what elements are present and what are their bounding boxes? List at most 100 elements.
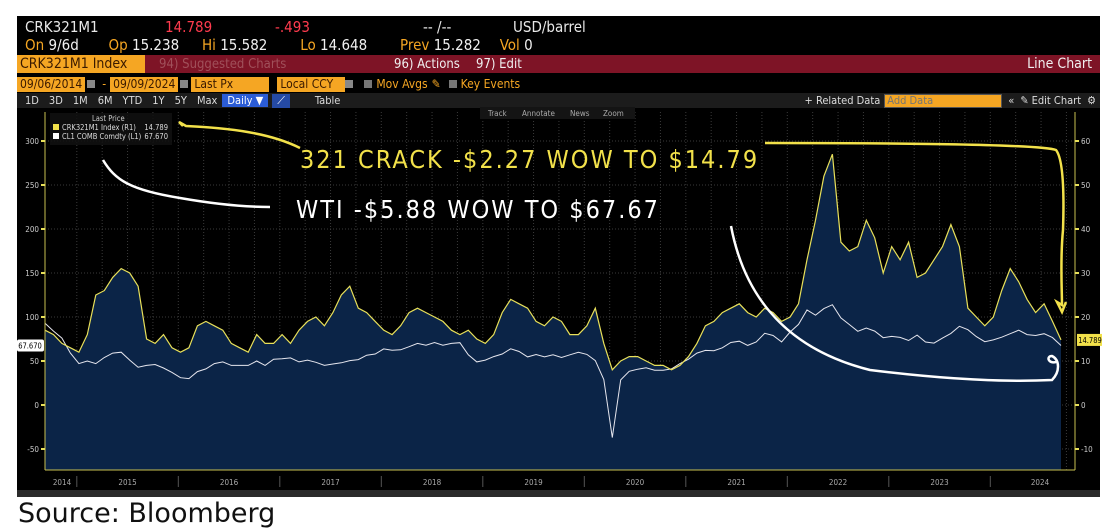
suggested-charts-menu[interactable]: 94) Suggested Charts — [159, 56, 287, 72]
x-tick-label: 2019 — [524, 478, 543, 487]
mov-avgs-checkbox[interactable] — [364, 80, 373, 88]
chart-type-label: Line Chart — [1027, 56, 1092, 72]
right-tick-label: 50 — [1081, 181, 1091, 190]
related-data-button[interactable]: + Related Data — [804, 94, 881, 107]
wti-last-value: 67.670 — [18, 341, 42, 350]
x-tick-label: 2016 — [220, 478, 239, 487]
handwritten-annotations: 321 CRACK -$2.27 WOW TO $14.79 WTI -$5.8… — [101, 120, 1068, 382]
legend-wti: CL1 COMB Comdty (L1) — [62, 132, 142, 141]
right-tick-label: 10 — [1081, 357, 1091, 366]
news-tool[interactable]: News — [570, 109, 590, 118]
crack-annotation: 321 CRACK -$2.27 WOW TO $14.79 — [300, 145, 759, 174]
legend: Last Price CRK321M1 Index (R1) 14.789 CL… — [50, 113, 172, 145]
change: -.493 — [275, 18, 310, 36]
x-tick-label: 2023 — [930, 478, 948, 487]
left-tick-label: 100 — [25, 313, 39, 322]
controls-row: 09/06/2014 - 09/09/2024 Last Px Local CC… — [17, 76, 1100, 92]
period-1y[interactable]: 1Y — [152, 94, 165, 107]
table-button[interactable]: Table — [314, 94, 341, 107]
ticker: CRK321M1 — [25, 18, 99, 36]
crack-last-value-box — [1077, 333, 1102, 346]
left-tick-label: 50 — [30, 357, 40, 366]
x-tick-label: 2020 — [626, 478, 645, 487]
currency-select[interactable]: Local CCY — [277, 76, 346, 92]
quote-line: CRK321M1 14.789 -.493 -- /-- USD/barrel — [17, 18, 1100, 36]
chart-tools: Track Annotate News Zoom — [480, 107, 635, 119]
gear-icon[interactable]: ⚙ — [1087, 94, 1096, 107]
left-tick-label: 300 — [25, 137, 39, 146]
wti-last-value-box — [17, 339, 44, 352]
on-label: On — [25, 36, 45, 54]
legend-crack-value: 14.789 — [144, 123, 168, 132]
x-tick-label: 2022 — [829, 478, 847, 487]
time: -- /-- — [423, 18, 452, 36]
left-tick-label: 250 — [25, 181, 39, 190]
x-tick-label: 2021 — [727, 478, 745, 487]
add-data-input[interactable] — [884, 93, 1003, 108]
period-max[interactable]: Max — [196, 94, 218, 107]
pencil-icon[interactable]: ✎ — [431, 77, 441, 91]
right-tick-label: 20 — [1081, 313, 1091, 322]
prev-value: 15.282 — [433, 36, 481, 54]
period-5y[interactable]: 5Y — [174, 94, 187, 107]
last-price: 14.789 — [165, 18, 213, 36]
right-tick-label: 30 — [1081, 269, 1091, 278]
wti-series-line — [44, 304, 1062, 438]
on-value: 9/6d — [48, 36, 79, 54]
left-tick-label: 150 — [25, 269, 39, 278]
period-3d[interactable]: 3D — [48, 94, 63, 107]
vol-label: Vol — [499, 36, 520, 54]
field-select[interactable]: Last Px — [191, 76, 270, 92]
frequency-select[interactable]: Daily ▼ — [222, 94, 269, 107]
period-bar: 1D 3D 1M 6M YTD 1Y 5Y Max Daily ▼ ⟋ Tabl… — [17, 93, 1100, 108]
actions-menu[interactable]: 96) Actions — [394, 56, 460, 72]
edit-menu[interactable]: 97) Edit — [476, 56, 522, 72]
lo-label: Lo — [300, 36, 316, 54]
crack-area-fill — [45, 154, 1062, 470]
period-6m[interactable]: 6M — [97, 94, 113, 107]
menu-bar: CRK321M1 Index 94) Suggested Charts 96) … — [17, 55, 1100, 73]
period-1m[interactable]: 1M — [72, 94, 88, 107]
date-separator: - — [102, 77, 107, 91]
prev-label: Prev — [400, 36, 430, 54]
legend-crack: CRK321M1 Index (R1) — [62, 123, 136, 132]
annotate-tool[interactable]: Annotate — [522, 109, 556, 118]
key-events-label: Key Events — [460, 77, 521, 91]
period-ytd[interactable]: YTD — [122, 94, 143, 107]
wti-annotation-arrow — [101, 159, 271, 209]
crack-last-value: 14.789 — [1078, 336, 1102, 345]
start-date-input[interactable]: 09/06/2014 — [17, 76, 86, 92]
pencil-icon[interactable]: ✎ — [1020, 94, 1029, 107]
wti-annotation: WTI -$5.88 WOW TO $67.67 — [296, 195, 660, 224]
end-date-input[interactable]: 09/09/2024 — [110, 76, 179, 92]
x-tick-label: 2014 — [53, 478, 72, 487]
vol-value: 0 — [524, 36, 533, 54]
horizontal-scrollbar[interactable] — [17, 490, 1100, 497]
legend-swatch-crack — [53, 124, 59, 130]
left-tick-label: -50 — [27, 445, 39, 454]
legend-title: Last Price — [92, 114, 125, 123]
mov-avgs-label: Mov Avgs — [376, 77, 428, 91]
crack-bracket-arrow — [764, 141, 1068, 316]
dropdown-icon[interactable] — [345, 80, 354, 88]
unit: USD/barrel — [513, 18, 586, 36]
period-1d[interactable]: 1D — [25, 94, 39, 107]
collapse-icon[interactable]: « — [1008, 94, 1015, 107]
lo-value: 14.648 — [320, 36, 368, 54]
x-tick-label: 2015 — [118, 478, 136, 487]
line-chart-icon[interactable]: ⟋ — [272, 93, 290, 108]
security-field[interactable]: CRK321M1 Index — [17, 55, 145, 73]
left-tick-label: 200 — [25, 225, 39, 234]
op-label: Op — [108, 36, 128, 54]
x-tick-label: 2017 — [321, 478, 339, 487]
x-axis-strip — [45, 471, 1100, 490]
zoom-tool[interactable]: Zoom — [603, 109, 624, 118]
key-events-checkbox[interactable] — [448, 80, 457, 88]
op-value: 15.238 — [131, 36, 180, 54]
calendar-icon[interactable] — [87, 80, 96, 88]
edit-chart-button[interactable]: Edit Chart — [1031, 94, 1082, 107]
calendar-icon[interactable] — [180, 80, 189, 88]
track-tool[interactable]: Track — [487, 109, 508, 118]
hi-value: 15.582 — [220, 36, 268, 54]
